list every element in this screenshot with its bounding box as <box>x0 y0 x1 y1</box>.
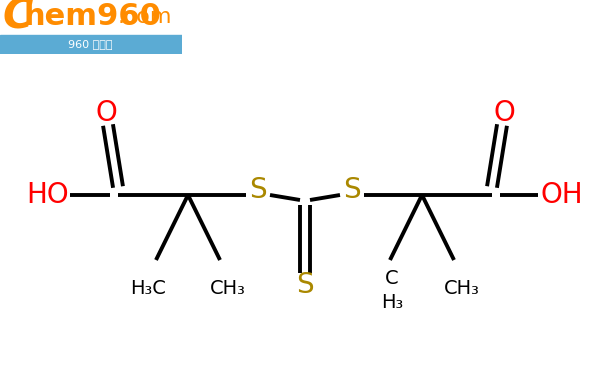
Text: CH₃: CH₃ <box>210 279 246 297</box>
Text: O: O <box>95 99 117 127</box>
Text: H₃: H₃ <box>381 292 403 312</box>
Text: 960 化工网: 960 化工网 <box>68 39 113 50</box>
Text: hem960: hem960 <box>24 2 162 31</box>
Text: C: C <box>385 268 399 288</box>
Text: HO: HO <box>27 181 70 209</box>
Text: H₃C: H₃C <box>130 279 166 297</box>
Text: O: O <box>493 99 515 127</box>
Text: CH₃: CH₃ <box>444 279 480 297</box>
Text: OH: OH <box>541 181 583 209</box>
Text: S: S <box>249 176 267 204</box>
Text: C: C <box>2 0 33 38</box>
Text: S: S <box>296 271 314 299</box>
Text: .com: .com <box>117 7 172 27</box>
Text: S: S <box>343 176 361 204</box>
Bar <box>0 34 182 54</box>
